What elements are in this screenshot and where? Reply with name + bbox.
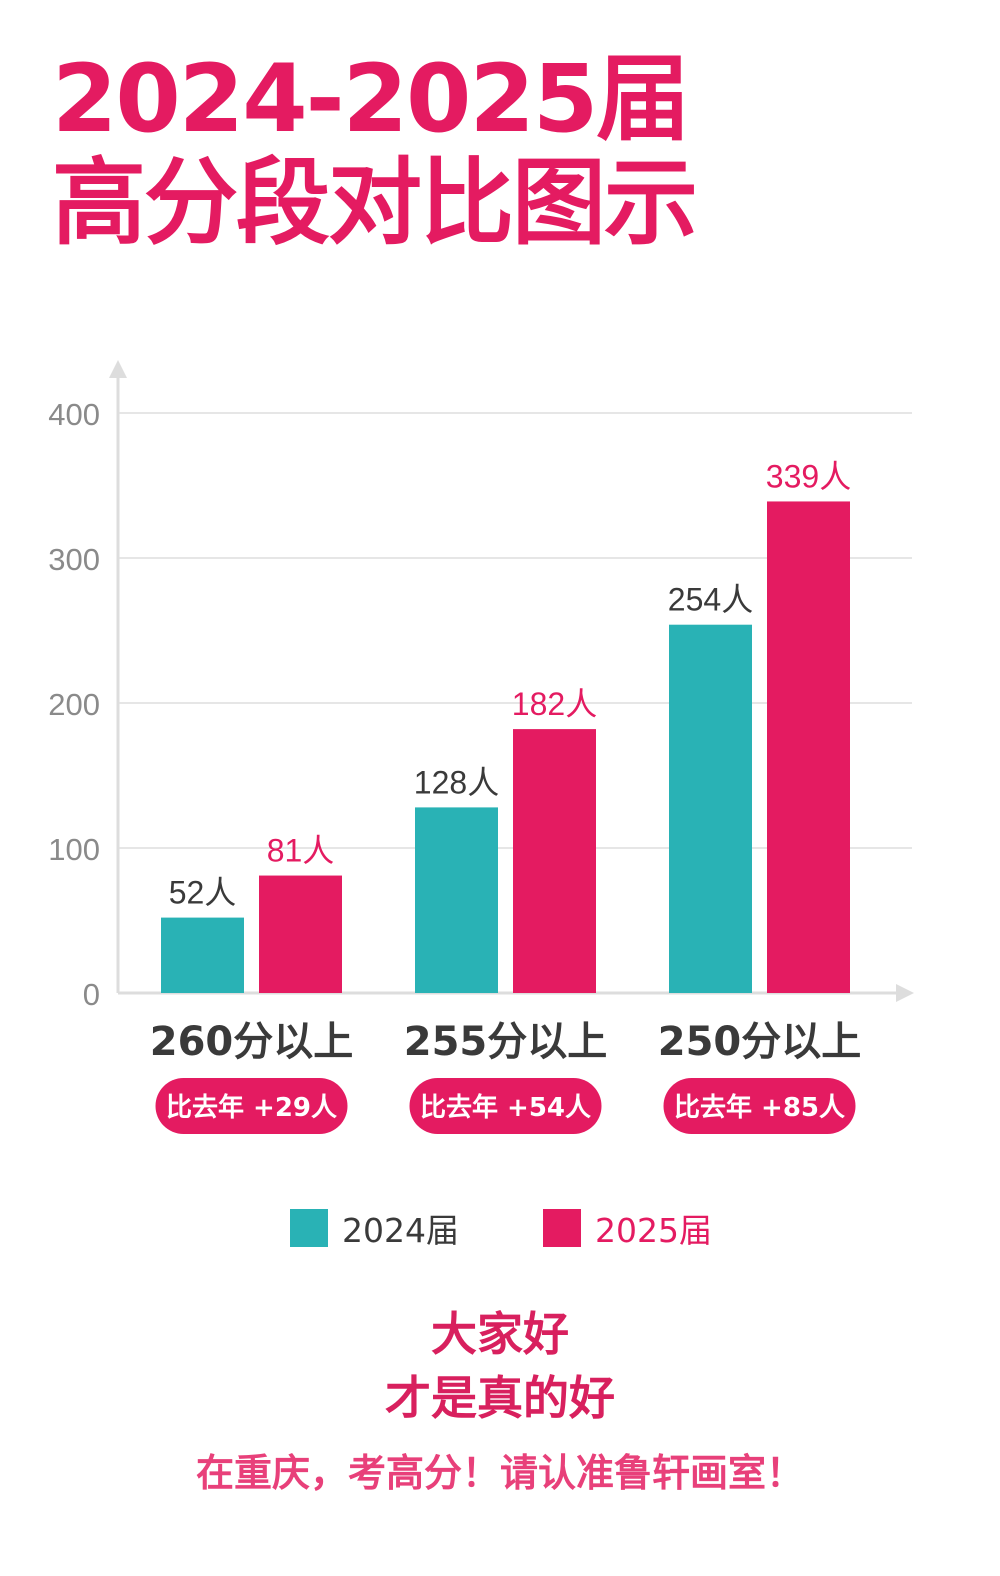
y-axis-arrow [109, 360, 127, 378]
slogan-line-2: 才是真的好 [385, 1371, 615, 1425]
category-label-0: 260分以上 [150, 1019, 354, 1065]
legend-item-2024: 2024届 [290, 1206, 459, 1250]
chart-legend: 2024届 2025届 [0, 1206, 1000, 1250]
bar-2025-2 [767, 501, 850, 993]
legend-label-2025: 2025届 [595, 1211, 712, 1250]
legend-label-2024: 2024届 [342, 1211, 459, 1250]
bar-2024-2 [669, 624, 752, 993]
y-tick-label-400: 400 [48, 397, 100, 432]
slogan-line-1: 大家好 [431, 1307, 569, 1361]
x-axis-arrow [896, 984, 914, 1002]
title-line-2: 高分段对比图示 [52, 149, 698, 258]
legend-swatch-2024 [290, 1209, 328, 1247]
data-label-2025-1: 182人 [512, 686, 597, 722]
legend-item-2025: 2025届 [543, 1206, 712, 1250]
bar-2024-0 [161, 917, 244, 993]
bar-2025-0 [259, 875, 342, 993]
y-tick-label-0: 0 [83, 977, 100, 1012]
difference-label-2: 比去年 +85人 [674, 1092, 845, 1123]
difference-label-0: 比去年 +29人 [166, 1092, 337, 1123]
page-title: 2024-2025届 高分段对比图示 [52, 45, 698, 258]
bar-2024-1 [415, 807, 498, 993]
data-label-2025-0: 81人 [267, 833, 335, 869]
title-line-1: 2024-2025届 [52, 45, 690, 154]
category-label-2: 250分以上 [658, 1019, 862, 1065]
data-label-2024-1: 128人 [414, 764, 499, 800]
data-label-2025-2: 339人 [766, 458, 851, 494]
y-tick-label-100: 100 [48, 832, 100, 867]
difference-badge-1 [409, 1078, 602, 1134]
y-tick-label-300: 300 [48, 542, 100, 577]
category-label-1: 255分以上 [404, 1019, 608, 1065]
data-label-2024-2: 254人 [668, 582, 753, 618]
slogan-line-3: 在重庆，考高分！请认准鲁轩画室！ [195, 1451, 804, 1495]
difference-badge-0 [155, 1078, 348, 1134]
difference-label-1: 比去年 +54人 [420, 1092, 591, 1123]
bar-2025-1 [513, 729, 596, 993]
data-label-2024-0: 52人 [169, 875, 237, 911]
y-tick-label-200: 200 [48, 687, 100, 722]
legend-swatch-2025 [543, 1209, 581, 1247]
difference-badge-2 [663, 1078, 856, 1134]
